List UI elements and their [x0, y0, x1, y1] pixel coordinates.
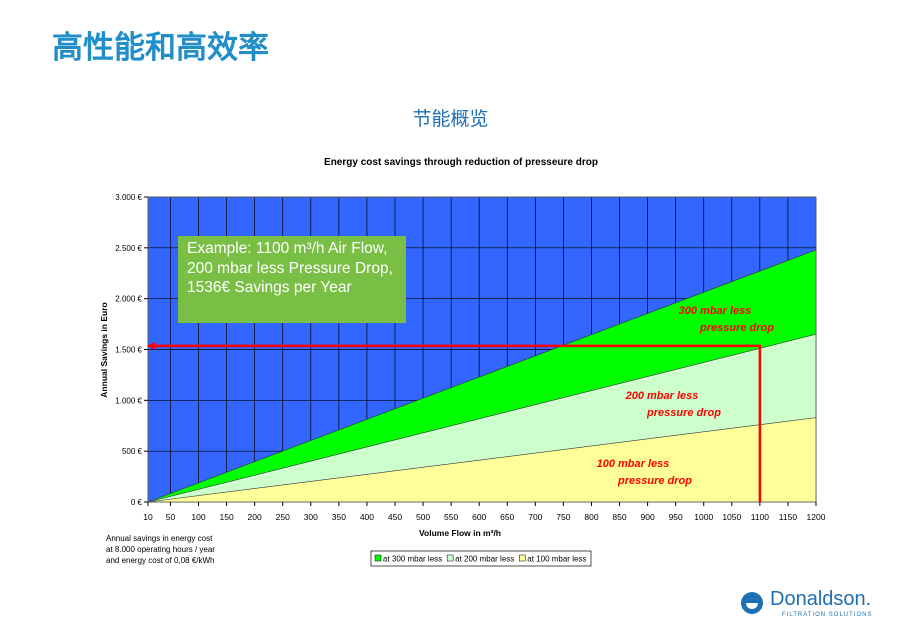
slide-title: 高性能和高效率 — [52, 30, 269, 66]
x-tick-label: 1100 — [751, 512, 770, 522]
legend-swatch — [446, 554, 454, 562]
y-tick-label: 1.000 € — [115, 396, 142, 405]
y-tick-label: 1.500 € — [115, 346, 142, 355]
x-tick-label: 400 — [360, 512, 374, 522]
y-tick-label: 2.500 € — [115, 244, 142, 253]
legend: at 300 mbar less at 200 mbar less at 100 m… — [370, 550, 592, 567]
y-tick-label: 3.000 € — [115, 193, 142, 202]
legend-swatch — [519, 554, 526, 562]
series-label: pressure drop — [699, 322, 774, 334]
footnote-line: and energy cost of 0,08 €/kWh — [106, 556, 215, 565]
x-tick-label: 100 — [191, 512, 205, 522]
x-tick-label: 1000 — [694, 512, 713, 522]
x-tick-label: 50 — [166, 512, 176, 522]
legend-swatch — [374, 554, 382, 562]
x-tick-label: 750 — [556, 512, 570, 522]
x-axis-label: Volume Flow in m³/h — [419, 528, 501, 538]
x-tick-label: 850 — [612, 512, 626, 522]
series-label: pressure drop — [646, 407, 721, 419]
legend-label: at 100 mbar less — [527, 555, 586, 564]
x-tick-label: 1200 — [807, 512, 826, 522]
x-tick-label: 300 — [304, 512, 318, 522]
logo: Donaldson. FILTRATION SOLUTIONS — [741, 588, 872, 618]
x-tick-label: 650 — [500, 512, 514, 522]
legend-label: at 300 mbar less — [383, 555, 442, 564]
footnote: Annual savings in energy cost at 8.000 o… — [106, 533, 266, 566]
y-tick-label: 0 € — [131, 498, 143, 507]
marker-line — [148, 344, 762, 502]
x-tick-label: 200 — [248, 512, 262, 522]
chart-title: Energy cost savings through reduction of… — [324, 157, 598, 168]
logo-name: Donaldson. — [770, 588, 871, 610]
y-tick-label: 500 € — [122, 447, 143, 456]
legend-label: at 200 mbar less — [455, 555, 514, 564]
x-tick-label: 900 — [641, 512, 655, 522]
footnote-line: at 8.000 operating hours / year — [106, 545, 215, 554]
x-tick-label: 250 — [276, 512, 290, 522]
logo-icon-cut — [746, 603, 758, 609]
x-tick-label: 700 — [528, 512, 542, 522]
x-tick-label: 1050 — [722, 512, 741, 522]
y-axis-label: Annual Savings in Euro — [99, 302, 109, 397]
x-tick-label: 10 — [143, 512, 153, 522]
annotation-box: Example: 1100 m³/h Air Flow, 200 mbar le… — [178, 236, 406, 323]
x-tick-label: 500 — [416, 512, 430, 522]
footnote-line: Annual savings in energy cost — [106, 534, 213, 543]
x-tick-label: 1150 — [779, 512, 798, 522]
y-tick-label: 2.000 € — [115, 295, 142, 304]
logo-tagline: FILTRATION SOLUTIONS — [782, 612, 872, 618]
series-label: 300 mbar less — [679, 305, 752, 317]
plot — [147, 196, 817, 503]
slide-subtitle: 节能概览 — [412, 108, 489, 130]
legend-box — [370, 550, 592, 567]
x-tick-label: 350 — [332, 512, 346, 522]
x-tick-label: 950 — [669, 512, 683, 522]
x-tick-label: 450 — [388, 512, 402, 522]
marker-arrow — [148, 341, 155, 350]
series-label: pressure drop — [617, 475, 692, 487]
x-tick-label: 600 — [472, 512, 486, 522]
series-label: 100 mbar less — [597, 458, 670, 470]
x-tick-label: 150 — [219, 512, 233, 522]
x-tick-label: 800 — [584, 512, 598, 522]
series-label: 200 mbar less — [625, 390, 699, 402]
x-tick-label: 550 — [444, 512, 458, 522]
